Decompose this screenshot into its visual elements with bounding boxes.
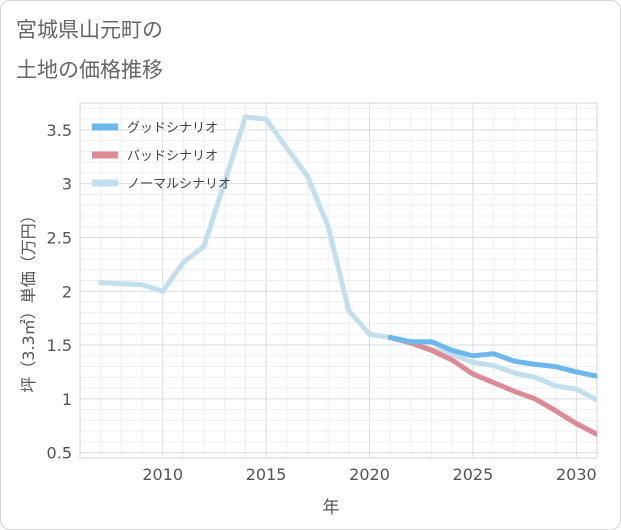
- tick-labels: 2010 2015 2020 2025 2030 0.5 1 1.5 2 2.5 3 3.5: [47, 121, 597, 484]
- y-axis-label: 坪（3.3㎡）単価（万円）: [19, 207, 38, 392]
- y-tick-label: 2: [62, 282, 72, 301]
- grid-lines: [79, 102, 598, 459]
- series-lines: [98, 114, 597, 437]
- series-line-0: [387, 335, 597, 379]
- x-tick-label: 2010: [142, 465, 183, 484]
- y-tick-label: 3.5: [47, 121, 72, 140]
- x-tick-label: 2030: [556, 465, 597, 484]
- y-tick-label: 3: [62, 175, 72, 194]
- series-line-2: [98, 114, 597, 403]
- series-line-1: [387, 335, 597, 437]
- chart-title-line-2: 土地の価格推移: [16, 58, 163, 82]
- x-tick-label: 2015: [246, 465, 287, 484]
- x-tick-label: 2020: [349, 465, 390, 484]
- y-tick-label: 2.5: [47, 228, 72, 247]
- y-tick-label: 1.5: [47, 336, 72, 355]
- legend-label: ノーマルシナリオ: [127, 177, 231, 192]
- x-tick-label: 2025: [453, 465, 494, 484]
- chart-title-line-1: 宮城県山元町の: [16, 18, 163, 42]
- y-tick-label: 1: [62, 390, 72, 409]
- plot-frame: [79, 102, 598, 459]
- legend-label: バッドシナリオ: [127, 149, 218, 164]
- legend-label: グッドシナリオ: [127, 121, 218, 136]
- x-axis-label: 年: [323, 498, 340, 518]
- y-tick-label: 0.5: [47, 444, 72, 463]
